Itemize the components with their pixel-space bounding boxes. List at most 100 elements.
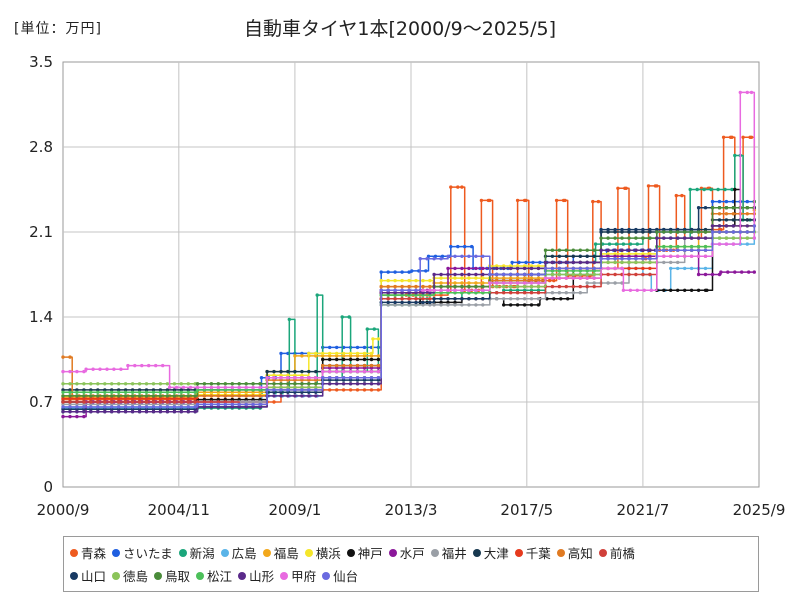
data-point xyxy=(439,281,443,285)
data-point xyxy=(571,248,575,252)
data-point xyxy=(335,363,339,368)
data-point xyxy=(314,354,318,358)
data-point xyxy=(158,407,163,411)
data-point xyxy=(89,407,93,411)
data-point xyxy=(460,272,464,277)
data-point xyxy=(202,400,207,404)
data-point xyxy=(355,366,360,370)
data-point xyxy=(703,244,708,249)
data-point xyxy=(165,400,170,404)
data-point xyxy=(355,357,360,362)
data-point xyxy=(186,388,190,392)
data-point xyxy=(300,369,304,374)
data-point xyxy=(655,184,659,188)
data-point xyxy=(293,376,297,380)
data-point xyxy=(421,288,425,292)
data-point xyxy=(144,410,149,414)
data-point xyxy=(103,407,107,411)
data-point xyxy=(414,284,418,289)
data-point xyxy=(724,224,729,228)
legend-label: 仙台 xyxy=(333,569,359,584)
legend-item: 神戸 xyxy=(346,543,383,562)
data-point xyxy=(369,388,374,392)
data-point xyxy=(321,357,325,362)
data-point xyxy=(376,376,381,380)
data-point xyxy=(376,388,381,392)
data-point xyxy=(75,394,79,398)
data-point xyxy=(251,385,255,390)
data-point xyxy=(186,400,190,404)
data-point xyxy=(110,402,114,407)
data-point xyxy=(557,291,562,295)
data-point xyxy=(279,385,283,390)
data-point xyxy=(130,405,135,409)
data-point xyxy=(696,288,701,292)
data-point xyxy=(119,367,123,371)
data-point xyxy=(529,266,534,271)
data-point xyxy=(314,385,318,390)
data-point xyxy=(315,293,319,297)
data-point xyxy=(536,278,541,283)
data-point xyxy=(216,388,220,392)
data-point xyxy=(407,278,411,283)
data-point xyxy=(202,397,207,402)
data-point xyxy=(328,366,332,370)
data-point xyxy=(585,266,589,271)
data-point xyxy=(272,385,276,390)
data-point xyxy=(96,390,100,394)
data-point xyxy=(557,260,562,265)
data-point xyxy=(314,378,318,382)
data-point xyxy=(676,244,680,249)
data-point xyxy=(272,378,276,382)
data-point xyxy=(307,351,311,356)
data-point xyxy=(251,390,255,394)
data-point xyxy=(421,293,425,297)
data-point xyxy=(467,284,471,289)
data-point xyxy=(237,385,241,390)
data-point xyxy=(258,388,262,392)
data-point xyxy=(202,388,207,392)
data-point xyxy=(745,212,749,216)
data-point xyxy=(749,135,754,139)
data-point xyxy=(237,390,241,394)
data-point xyxy=(223,382,227,386)
data-point xyxy=(144,390,149,394)
data-point xyxy=(96,407,100,411)
data-point xyxy=(393,284,397,289)
data-point xyxy=(123,388,128,392)
data-point xyxy=(446,303,450,307)
data-point xyxy=(536,266,541,271)
data-point xyxy=(265,369,269,374)
data-point xyxy=(592,254,596,258)
data-point xyxy=(474,297,478,301)
data-point xyxy=(571,276,575,280)
data-point xyxy=(117,400,121,404)
data-point xyxy=(341,351,346,356)
data-point xyxy=(620,257,624,261)
data-point xyxy=(731,206,736,210)
data-point xyxy=(585,248,589,252)
data-point xyxy=(502,288,506,292)
data-point xyxy=(564,272,568,277)
data-point xyxy=(209,405,214,409)
data-point xyxy=(710,224,715,228)
data-point xyxy=(710,272,715,277)
data-point xyxy=(179,390,183,394)
data-point xyxy=(193,390,197,394)
data-point xyxy=(75,369,79,374)
data-point xyxy=(439,297,443,301)
data-point xyxy=(89,388,93,392)
data-point xyxy=(165,402,170,407)
data-point xyxy=(428,284,432,289)
x-tick-label: 2000/9 xyxy=(37,501,90,519)
data-point xyxy=(634,254,638,258)
data-point xyxy=(75,405,79,409)
data-point xyxy=(515,291,520,295)
data-point xyxy=(161,363,165,368)
data-point xyxy=(522,297,527,301)
data-point xyxy=(554,198,559,203)
data-point xyxy=(321,363,325,368)
legend-marker xyxy=(430,548,439,557)
data-point xyxy=(474,291,478,295)
data-point xyxy=(223,397,227,402)
